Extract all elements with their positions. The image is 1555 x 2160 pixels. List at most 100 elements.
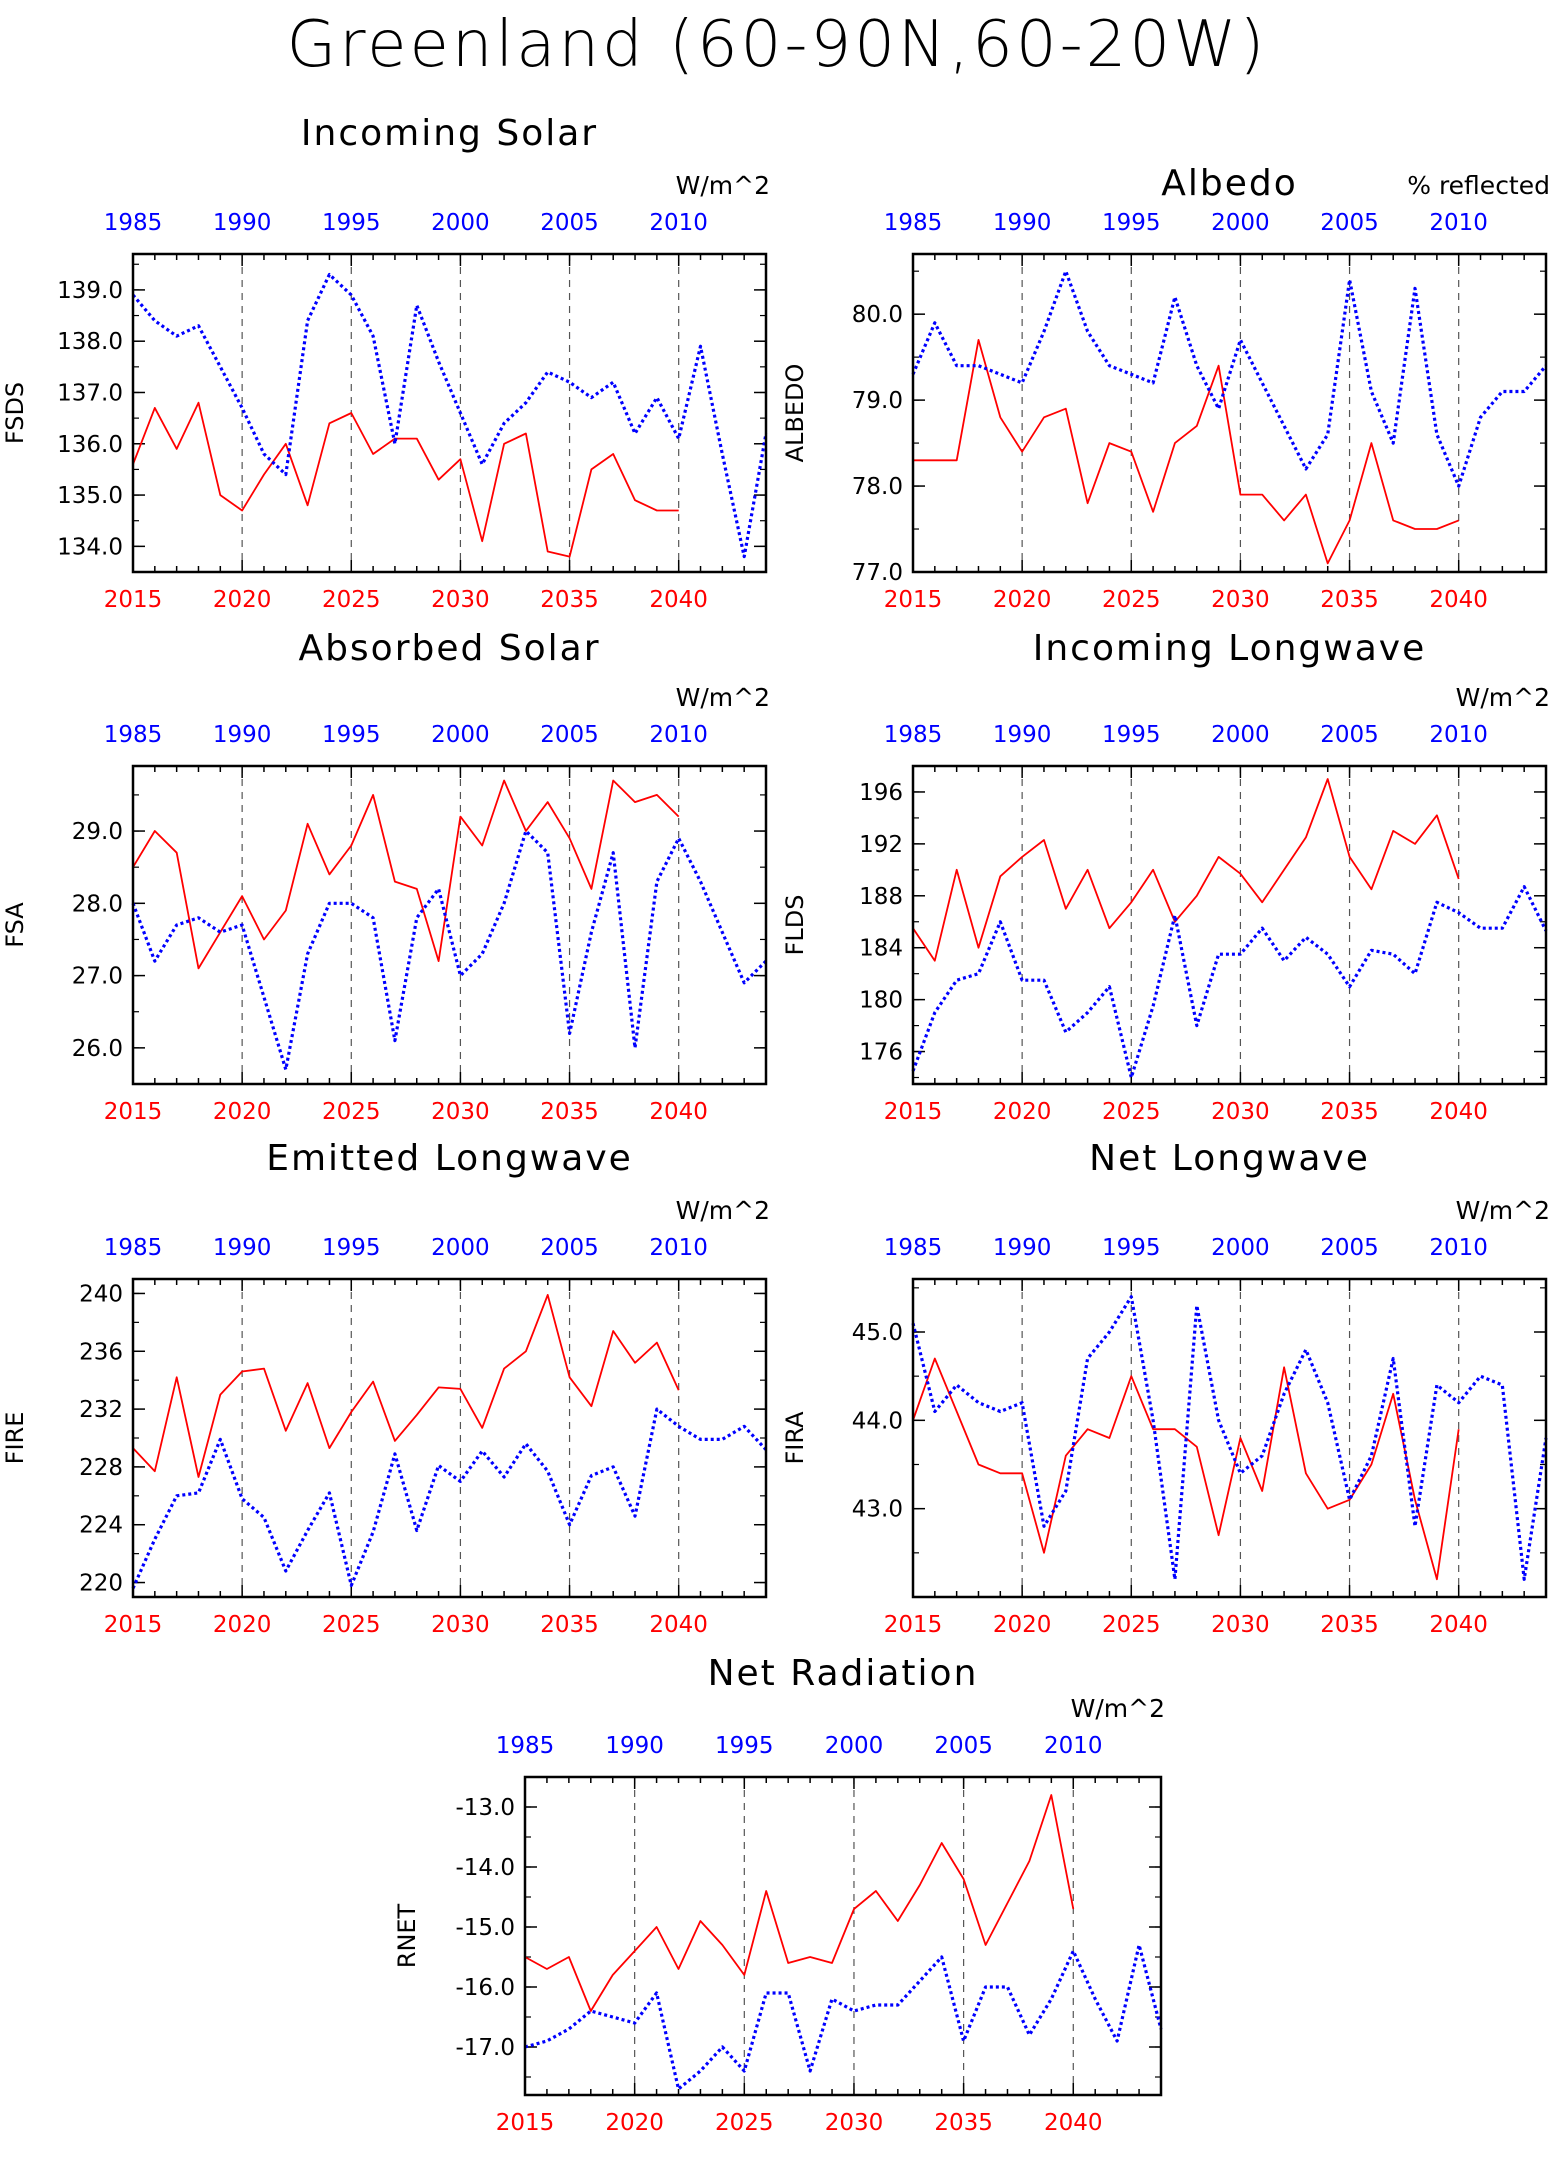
x-tick-label-top: 2005 [1320,1235,1379,1261]
y-tick-label: -14.0 [455,1855,515,1881]
plot-frame [911,252,1548,574]
x-tick-label-top: 1990 [213,1235,272,1261]
x-tick-label-top: 1990 [993,722,1052,748]
x-tick-label-bottom: 2035 [1320,1612,1379,1638]
x-tick-label-bottom: 2025 [1102,1612,1161,1638]
units-label: % reflected [1407,171,1550,200]
x-tick-label-top: 2010 [1044,1733,1103,1759]
series-line-future [912,778,1460,962]
x-tick-label-bottom: 2020 [213,1099,272,1125]
y-tick-label: 77.0 [852,560,903,586]
x-tick-label-top: 2005 [540,1235,599,1261]
plot-frame [131,1277,768,1599]
y-tick-label: 44.0 [852,1408,903,1434]
x-tick-label-top: 2010 [649,722,708,748]
x-tick-label-bottom: 2035 [540,1099,599,1125]
panel-title: Incoming Longwave [1033,628,1427,669]
x-tick-label-top: 1995 [1102,722,1161,748]
chart-panel-5: Emitted Longwave W/m^2 220 224 228 232 236 240 2… [1,1138,770,1638]
x-tick-label-bottom: 2015 [884,1099,943,1125]
chart-panel-4: Incoming Longwave W/m^2 176 180 184 188 192 196… [781,628,1550,1125]
series-line-historical [131,1407,768,1589]
figure-title: Greenland (60-90N,60-20W) [287,8,1268,82]
y-tick-label: 228 [79,1455,123,1481]
x-tick-label-bottom: 2035 [540,587,599,613]
x-tick-label-bottom: 2030 [431,1099,490,1125]
x-tick-label-top: 2010 [1429,722,1488,748]
y-tick-label: 220 [79,1571,123,1597]
x-tick-label-bottom: 2025 [715,2110,774,2136]
series-line-historical [911,269,1548,488]
x-tick-label-bottom: 2025 [322,1099,381,1125]
x-tick-label-bottom: 2025 [1102,1099,1161,1125]
x-tick-label-top: 2000 [1211,210,1270,236]
x-tick-label-top: 1985 [496,1733,555,1759]
units-label: W/m^2 [1456,1196,1550,1225]
y-tick-label: 240 [79,1281,123,1307]
x-tick-label-bottom: 2020 [213,1612,272,1638]
x-tick-label-top: 2005 [1320,210,1379,236]
y-axis-label: FIRE [1,1412,29,1465]
y-axis-label: RNET [393,1903,421,1968]
x-tick-label-top: 2010 [649,210,708,236]
x-tick-label-bottom: 2035 [934,2110,993,2136]
y-tick-label: 192 [859,832,903,858]
x-tick-label-bottom: 2015 [104,1099,163,1125]
series-line-historical [131,272,768,559]
y-tick-label: 136.0 [57,432,123,458]
chart-panel-7: Net Radiation W/m^2 -17.0 -16.0 -15.0 -14.0 -1… [393,1653,1165,2136]
x-tick-label-top: 1985 [884,722,943,748]
x-tick-label-bottom: 2040 [649,587,708,613]
x-tick-label-bottom: 2030 [1211,1612,1270,1638]
y-tick-label: 28.0 [72,891,123,917]
y-axis-label: FLDS [781,895,809,956]
plot-frame [911,1277,1548,1599]
x-tick-label-top: 1995 [322,1235,381,1261]
y-tick-label: 79.0 [852,388,903,414]
x-tick-label-top: 1985 [104,722,163,748]
units-label: W/m^2 [676,171,770,200]
y-tick-label: 188 [859,884,903,910]
x-tick-label-bottom: 2040 [649,1612,708,1638]
x-tick-label-top: 1995 [322,722,381,748]
y-tick-label: 139.0 [57,278,123,304]
y-tick-label: 224 [79,1513,123,1539]
series-line-historical [131,829,768,1072]
x-tick-label-top: 1990 [213,210,272,236]
series-line-future [524,1794,1075,2012]
x-tick-label-bottom: 2020 [993,1099,1052,1125]
x-tick-label-top: 1995 [1102,210,1161,236]
x-tick-label-bottom: 2025 [322,587,381,613]
plot-frame [523,1775,1163,2097]
x-tick-label-bottom: 2015 [496,2110,555,2136]
x-tick-label-bottom: 2030 [1211,1099,1270,1125]
y-tick-label: -13.0 [455,1795,515,1821]
x-tick-label-bottom: 2015 [104,1612,163,1638]
x-tick-label-top: 1985 [884,1235,943,1261]
panel-title: Emitted Longwave [266,1138,633,1179]
y-tick-label: 196 [859,780,903,806]
x-tick-label-bottom: 2025 [322,1612,381,1638]
x-tick-label-top: 1985 [884,210,943,236]
panel-title: Net Longwave [1089,1138,1370,1179]
x-tick-label-top: 2005 [540,722,599,748]
x-tick-label-bottom: 2040 [649,1099,708,1125]
y-tick-label: 137.0 [57,380,123,406]
x-tick-label-bottom: 2035 [1320,1099,1379,1125]
x-tick-label-top: 2000 [431,210,490,236]
y-tick-label: 80.0 [852,302,903,328]
x-tick-label-top: 1990 [213,722,272,748]
x-tick-label-bottom: 2040 [1429,587,1488,613]
y-tick-label: 43.0 [852,1497,903,1523]
x-tick-label-top: 2010 [649,1235,708,1261]
y-tick-label: 176 [859,1040,903,1066]
units-label: W/m^2 [676,1196,770,1225]
y-tick-label: 78.0 [852,474,903,500]
x-tick-label-bottom: 2040 [1044,2110,1103,2136]
series-line-future [912,1357,1460,1581]
units-label: W/m^2 [1456,683,1550,712]
x-tick-label-bottom: 2015 [884,1612,943,1638]
x-tick-label-top: 2000 [825,1733,884,1759]
x-tick-label-bottom: 2030 [1211,587,1270,613]
y-tick-label: 135.0 [57,483,123,509]
